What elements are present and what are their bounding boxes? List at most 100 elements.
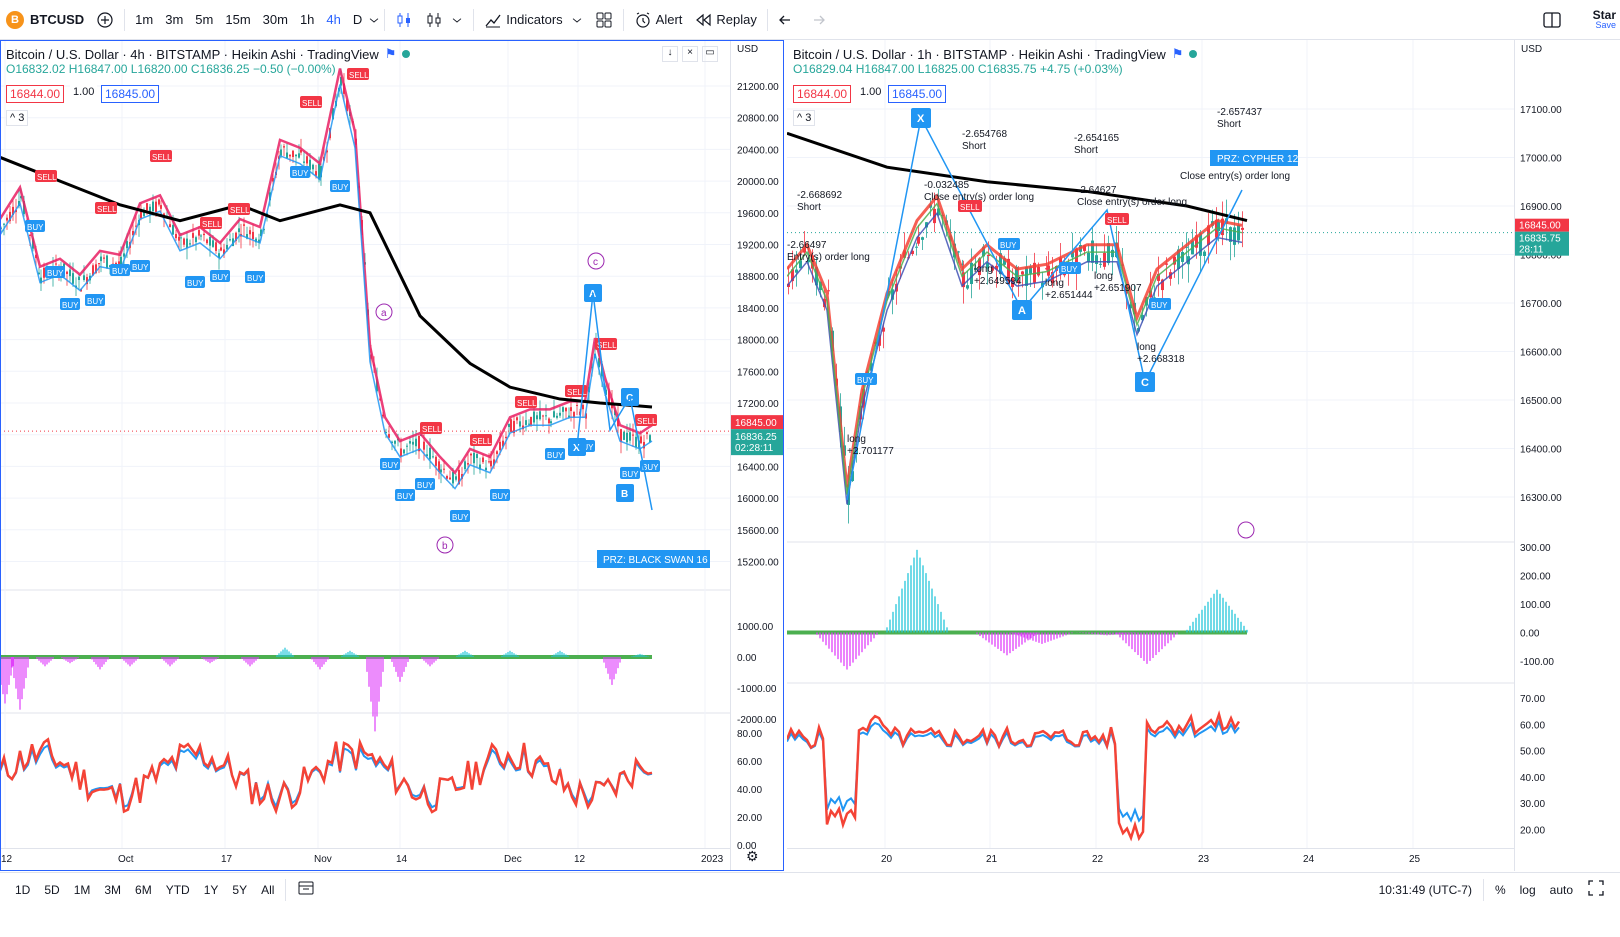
range-1m[interactable]: 1M <box>73 882 91 897</box>
sell-signal-tag <box>635 414 657 426</box>
candle-body <box>891 289 894 300</box>
ema-blue-line <box>0 84 653 490</box>
wave-label-circle <box>587 252 605 270</box>
range-6m[interactable]: 6M <box>135 882 152 897</box>
candle-body <box>289 154 291 157</box>
buy-price-box[interactable]: 16845.00 <box>101 85 160 103</box>
timeframe-d[interactable]: D <box>352 12 363 27</box>
chevron-down-icon[interactable] <box>368 11 380 29</box>
clock[interactable]: 10:31:49 (UTC-7) <box>1378 882 1472 897</box>
layouts-button[interactable] <box>589 0 619 40</box>
pattern-point-label: B <box>621 489 628 500</box>
sell-price-box[interactable]: 16844.00 <box>6 85 65 103</box>
candle-body <box>315 171 317 176</box>
sell-signal-label: SELL <box>37 173 57 182</box>
macd-tick-label: 300.00 <box>1520 543 1551 554</box>
undo-button[interactable] <box>772 0 802 40</box>
goto-date-button[interactable] <box>290 879 322 900</box>
candle-body <box>565 407 567 412</box>
quantity-box[interactable]: 1.00 <box>70 85 98 99</box>
timeframe-4h[interactable]: 4h <box>326 12 341 27</box>
buy-signal-label: BUY <box>492 492 509 501</box>
quantity-box[interactable]: 1.00 <box>857 85 885 99</box>
log-toggle[interactable]: log <box>1519 882 1536 897</box>
right-chart-canvas[interactable]: 17100.00 17000.00 16900.00 16800.00 16700.00… <box>787 40 1620 871</box>
left-ohlc: O16832.02 H16847.00 L16820.00 C16836.25 … <box>6 62 410 76</box>
timeframe-3m[interactable]: 3m <box>165 12 184 27</box>
trade-annotation: -2.668692 <box>797 190 842 201</box>
candle-body <box>882 327 885 332</box>
flag-icon[interactable]: ⚑ <box>384 46 397 61</box>
timeframe-15m[interactable]: 15m <box>225 12 251 27</box>
candle-body <box>1071 251 1074 258</box>
left-chart-pane[interactable]: 21200.00 20800.00 20400.00 20000.00 19600.00… <box>0 40 784 871</box>
candle-body <box>1111 249 1114 258</box>
range-5y[interactable]: 5Y <box>232 882 248 897</box>
rsi-line <box>787 710 1241 842</box>
time-tick-label: 25 <box>1409 854 1421 865</box>
trade-annotation-sub: +2.649594 <box>974 276 1022 287</box>
candle-body <box>72 273 74 284</box>
range-3m[interactable]: 3M <box>104 882 122 897</box>
left-chart-canvas[interactable]: 21200.00 20800.00 20400.00 20000.00 19600.00… <box>0 40 784 871</box>
range-1y[interactable]: 1Y <box>203 882 219 897</box>
right-time-axis[interactable] <box>787 848 1514 870</box>
candle-body <box>970 262 973 285</box>
candle-body <box>536 415 538 420</box>
candle-body <box>576 405 578 407</box>
candle-body <box>223 249 225 255</box>
flag-icon[interactable]: ⚑ <box>1171 46 1184 61</box>
range-ytd[interactable]: YTD <box>165 882 190 897</box>
arrow-down-icon[interactable]: ↓ <box>662 46 678 62</box>
timeframe-1h[interactable]: 1h <box>299 12 315 27</box>
percent-toggle[interactable]: % <box>1494 882 1506 897</box>
close-icon[interactable]: × <box>682 46 698 62</box>
indicator-collapse[interactable]: ^ 3 <box>6 110 29 126</box>
right-chart-pane[interactable]: 17100.00 17000.00 16900.00 16800.00 16700.00… <box>787 40 1620 871</box>
rsi-tick-label: 70.00 <box>1520 694 1545 705</box>
redo-button[interactable] <box>802 0 832 40</box>
alert-button[interactable]: Alert <box>628 0 689 40</box>
right-price-axis[interactable]: USD <box>1514 40 1570 871</box>
range-1d[interactable]: 1D <box>15 882 31 897</box>
rsi-tick-label: 60.00 <box>1520 720 1545 731</box>
auto-toggle[interactable]: auto <box>1549 882 1573 897</box>
candle-body <box>192 233 194 238</box>
split-layout-icon <box>1543 11 1561 28</box>
candle-body <box>218 253 220 258</box>
trade-annotation: -0.032485 <box>924 180 969 191</box>
buy-signal-tag <box>330 180 350 192</box>
buy-price-box[interactable]: 16845.00 <box>888 85 947 103</box>
range-5d[interactable]: 5D <box>44 882 60 897</box>
left-time-axis[interactable] <box>0 848 730 870</box>
indicator-collapse[interactable]: ^ 3 <box>793 110 816 126</box>
candle-body <box>1003 258 1006 265</box>
indicators-button[interactable]: Indicators <box>478 0 588 40</box>
settings-gear-button[interactable]: ⚙ <box>746 848 759 864</box>
currency-label[interactable]: USD <box>1521 44 1543 55</box>
currency-label[interactable]: USD <box>737 44 759 55</box>
candle-body <box>1037 266 1040 276</box>
harmonic-pattern-line <box>846 115 1243 501</box>
fullscreen-button[interactable] <box>1580 879 1612 900</box>
maximize-icon[interactable]: ▭ <box>702 46 718 62</box>
timeframe-5m[interactable]: 5m <box>195 12 214 27</box>
timeframe-1m[interactable]: 1m <box>135 12 154 27</box>
candle-body <box>3 223 5 225</box>
add-symbol-button[interactable] <box>90 0 120 40</box>
left-price-axis[interactable]: USD <box>730 40 784 871</box>
replay-button[interactable]: Replay <box>688 0 762 40</box>
range-all[interactable]: All <box>261 882 275 897</box>
sell-price-box[interactable]: 16844.00 <box>793 85 852 103</box>
save-button[interactable]: Star Save <box>1587 0 1620 40</box>
layout-toggle-button[interactable] <box>1537 0 1567 40</box>
trade-annotation-sub: Close entry(s) order long <box>924 192 1034 203</box>
symbol-search[interactable]: B BTCUSD <box>0 0 90 40</box>
candle-body <box>455 476 457 480</box>
bar-style-button[interactable] <box>389 0 419 40</box>
ema-green-line <box>787 202 1243 495</box>
timeframe-30m[interactable]: 30m <box>262 12 288 27</box>
bar-style-alt-button[interactable] <box>419 0 469 40</box>
buy-signal-label: BUY <box>332 183 349 192</box>
candle-body <box>635 436 637 448</box>
